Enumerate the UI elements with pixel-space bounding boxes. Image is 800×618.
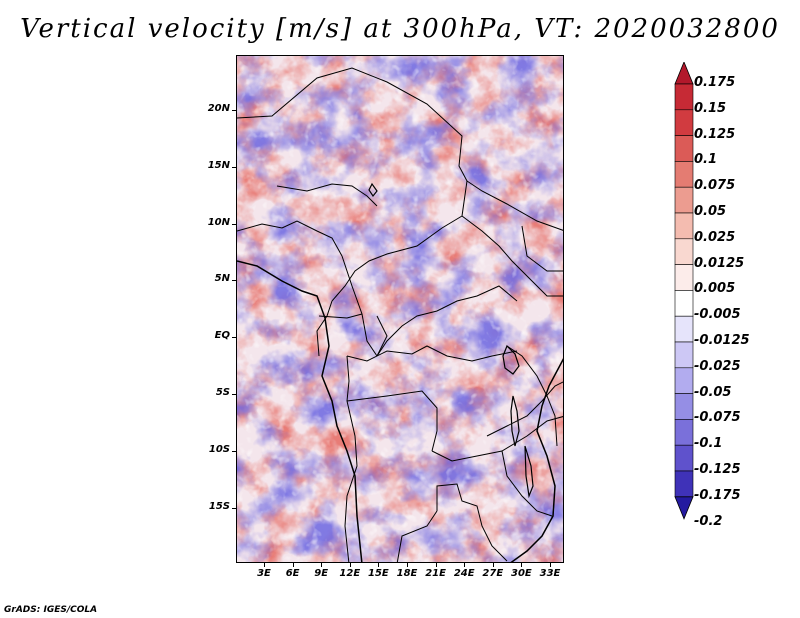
- longitude-tick-label: 9E: [314, 568, 329, 579]
- colorbar-swatch: [674, 264, 694, 291]
- chart-title: Vertical velocity [m/s] at 300hPa, VT: 2…: [20, 14, 780, 44]
- longitude-tick-mark: [292, 563, 294, 567]
- colorbar-label: -0.075: [694, 410, 741, 426]
- colorbar-label: 0.175: [694, 75, 736, 90]
- longitude-tick-mark: [492, 563, 494, 567]
- colorbar-swatch: [674, 186, 694, 214]
- map-panel: [236, 55, 564, 563]
- coastline: [237, 260, 563, 562]
- longitude-tick-mark: [407, 563, 408, 567]
- colorbar-label: -0.05: [694, 384, 732, 400]
- longitude-tick-label: 30E: [511, 568, 532, 579]
- latitude-tick-label: 10N: [207, 216, 230, 228]
- colorbar-label: 0.075: [694, 178, 736, 194]
- latitude-tick-mark: [232, 223, 236, 225]
- colorbar-label: -0.025: [694, 358, 741, 374]
- colorbar: [674, 62, 694, 520]
- vertical-velocity-field: [237, 56, 563, 562]
- latitude-tick-mark: [232, 166, 236, 168]
- colorbar-swatch: [674, 83, 694, 111]
- colorbar-label: -0.1: [694, 436, 723, 452]
- colorbar-swatch: [674, 419, 694, 446]
- lakes: [368, 182, 534, 499]
- colorbar-label: -0.0125: [694, 333, 750, 348]
- latitude-tick-label: EQ: [214, 330, 230, 342]
- longitude-tick-label: 3E: [257, 568, 271, 579]
- latitude-tick-label: 15S: [208, 500, 230, 512]
- country-borders: [237, 67, 563, 562]
- latitude-tick-mark: [232, 337, 236, 339]
- colorbar-label: 0.005: [694, 281, 736, 297]
- colorbar-label: -0.125: [694, 462, 741, 477]
- colorbar-label: -0.175: [694, 487, 741, 503]
- colorbar-swatch: [674, 212, 694, 240]
- colorbar-label: 0.15: [694, 100, 727, 116]
- latitude-tick-mark: [232, 507, 236, 509]
- latitude-tick-label: 20N: [207, 103, 230, 114]
- colorbar-label: -0.005: [694, 307, 741, 323]
- longitude-tick-mark: [435, 563, 437, 567]
- colorbar-swatch: [674, 470, 694, 498]
- longitude-tick-mark: [521, 563, 523, 567]
- colorbar-label: 0.0125: [694, 255, 745, 271]
- longitude-tick-label: 18E: [396, 568, 418, 579]
- longitude-tick-label: 21E: [425, 568, 446, 579]
- longitude-tick-mark: [264, 563, 265, 567]
- longitude-tick-label: 6E: [285, 568, 300, 579]
- colorbar-arrow-top: [674, 62, 694, 85]
- colorbar-label: 0.025: [694, 229, 736, 245]
- colorbar-swatch: [674, 290, 694, 317]
- latitude-tick-mark: [232, 394, 236, 395]
- longitude-tick-label: 15E: [368, 568, 389, 579]
- latitude-tick-mark: [232, 450, 236, 452]
- colorbar-swatch: [674, 341, 694, 369]
- colorbar-swatch: [674, 109, 694, 136]
- longitude-tick-label: 27E: [482, 568, 504, 579]
- latitude-tick-label: 5S: [215, 387, 230, 398]
- colorbar-label: 0.1: [694, 152, 718, 168]
- latitude-tick-label: 5N: [214, 273, 230, 285]
- longitude-tick-mark: [550, 563, 551, 567]
- colorbar-swatch: [674, 315, 694, 343]
- longitude-tick-label: 33E: [539, 568, 561, 579]
- colorbar-arrow-bottom: [674, 496, 694, 520]
- latitude-tick-mark: [232, 280, 236, 282]
- colorbar-label: -0.2: [694, 513, 723, 529]
- latitude-tick-mark: [232, 110, 236, 111]
- grads-credit: GrADS: IGES/COLA: [4, 605, 98, 615]
- colorbar-swatch: [674, 367, 694, 394]
- colorbar-swatch: [674, 135, 694, 162]
- longitude-tick-mark: [321, 563, 323, 567]
- longitude-tick-label: 12E: [339, 568, 361, 579]
- colorbar-swatch: [674, 393, 694, 420]
- colorbar-swatch: [674, 444, 694, 472]
- longitude-tick-mark: [349, 563, 351, 567]
- longitude-tick-mark: [464, 563, 466, 567]
- longitude-tick-label: 24E: [453, 568, 475, 579]
- colorbar-swatch: [674, 161, 694, 188]
- colorbar-swatch: [674, 238, 694, 265]
- colorbar-label: 0.05: [694, 204, 727, 219]
- colorbar-label: 0.125: [694, 126, 736, 142]
- latitude-tick-label: 10S: [208, 443, 230, 455]
- latitude-tick-label: 15N: [207, 159, 230, 171]
- longitude-tick-mark: [378, 563, 380, 567]
